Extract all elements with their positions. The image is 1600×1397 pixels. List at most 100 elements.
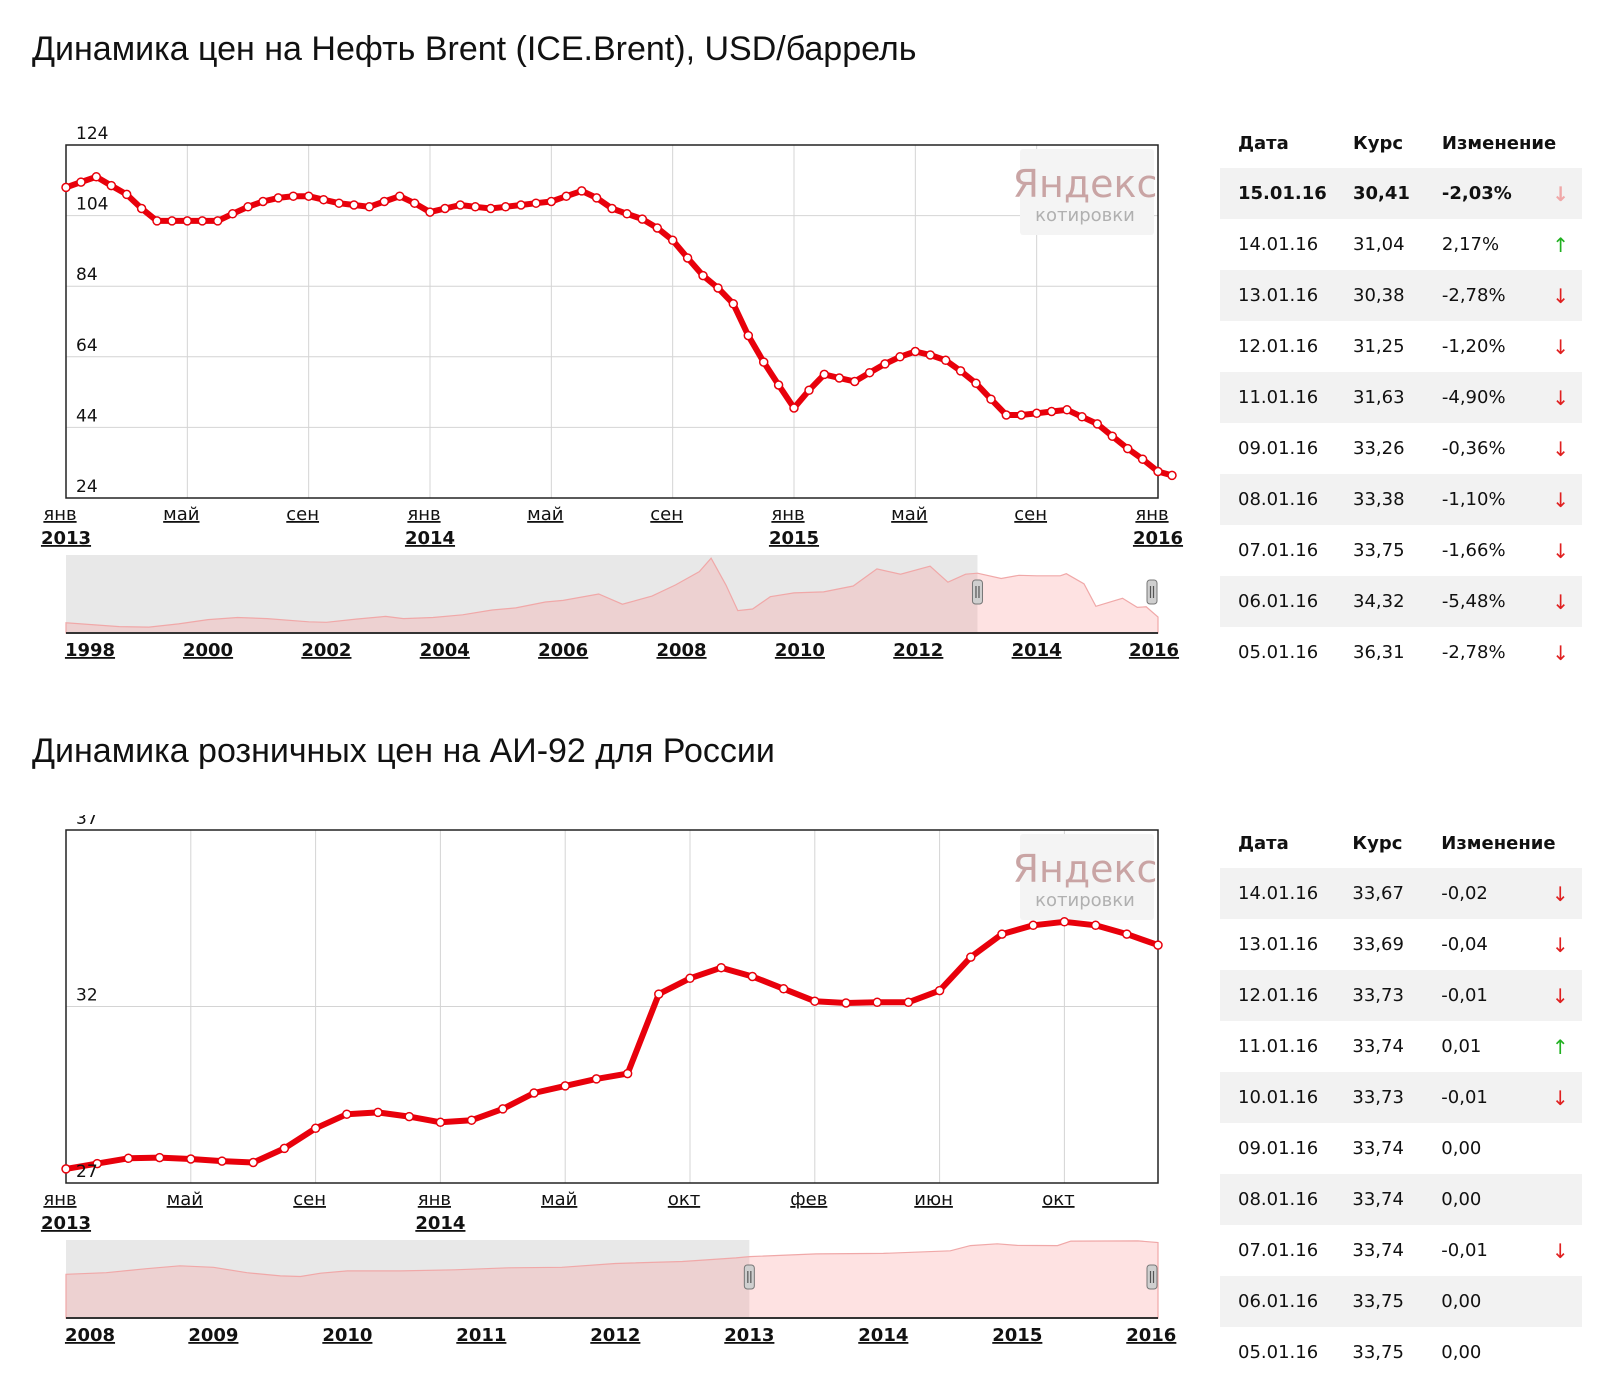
data-point[interactable] [258, 196, 268, 207]
data-point[interactable] [1090, 920, 1101, 931]
data-point[interactable] [106, 180, 117, 191]
data-point[interactable] [713, 283, 723, 293]
data-point[interactable] [652, 223, 663, 233]
data-point[interactable] [76, 177, 86, 187]
navigator-year-label[interactable]: 2010 [322, 1325, 372, 1346]
data-point[interactable] [1016, 410, 1027, 420]
data-point[interactable] [279, 1143, 290, 1154]
data-point[interactable] [1077, 412, 1087, 422]
data-point[interactable] [682, 253, 693, 263]
data-point[interactable] [91, 172, 102, 182]
data-point[interactable] [379, 196, 390, 207]
data-point[interactable] [121, 189, 132, 200]
data-point[interactable] [123, 1153, 134, 1164]
navigator-year-label[interactable]: 2012 [893, 640, 943, 661]
navigator-year-label[interactable]: 2011 [456, 1325, 506, 1346]
data-point[interactable] [455, 200, 466, 210]
data-point[interactable] [1153, 940, 1163, 950]
data-point[interactable] [1092, 419, 1103, 429]
data-point[interactable] [516, 200, 526, 210]
data-point[interactable] [654, 989, 664, 999]
data-point[interactable] [136, 203, 147, 214]
navigator-year-label[interactable]: 2008 [656, 640, 706, 661]
data-point[interactable] [1062, 405, 1072, 415]
data-point[interactable] [529, 1088, 539, 1098]
data-point[interactable] [404, 1111, 414, 1122]
data-point[interactable] [895, 352, 905, 362]
data-point[interactable] [1137, 454, 1148, 464]
navigator-year-label[interactable]: 1998 [65, 640, 115, 661]
data-point[interactable] [910, 346, 921, 357]
data-point[interactable] [834, 373, 845, 383]
data-point[interactable] [498, 1104, 508, 1114]
navigator-handle[interactable] [971, 579, 983, 605]
data-point[interactable] [318, 194, 329, 205]
data-point[interactable] [1001, 410, 1012, 420]
data-point[interactable] [470, 202, 481, 212]
data-point[interactable] [778, 984, 789, 994]
data-point[interactable] [880, 359, 890, 369]
data-point[interactable] [747, 971, 758, 982]
data-point[interactable] [303, 191, 314, 201]
data-point[interactable] [167, 216, 177, 226]
data-point[interactable] [61, 182, 71, 193]
data-point[interactable] [61, 1164, 71, 1174]
data-point[interactable] [1031, 408, 1042, 419]
data-point[interactable] [334, 198, 344, 208]
data-point[interactable] [561, 191, 572, 201]
navigator-year-label[interactable]: 2006 [538, 640, 588, 661]
data-point[interactable] [864, 367, 875, 378]
data-point[interactable] [667, 235, 678, 246]
data-point[interactable] [607, 203, 617, 214]
data-point[interactable] [841, 998, 851, 1008]
data-point[interactable] [273, 193, 284, 203]
data-point[interactable] [1167, 470, 1177, 481]
data-point[interactable] [955, 366, 966, 376]
navigator-handle[interactable] [743, 1264, 755, 1290]
data-point[interactable] [698, 270, 708, 281]
data-point[interactable] [903, 997, 914, 1008]
data-point[interactable] [152, 216, 162, 226]
data-point[interactable] [849, 376, 860, 387]
data-point[interactable] [248, 1157, 258, 1168]
data-point[interactable] [622, 209, 632, 219]
data-point[interactable] [243, 202, 253, 212]
data-point[interactable] [1122, 443, 1133, 454]
data-point[interactable] [810, 996, 820, 1006]
data-point[interactable] [872, 997, 882, 1008]
data-point[interactable] [364, 202, 375, 212]
data-point[interactable] [227, 209, 238, 219]
data-point[interactable] [546, 196, 557, 207]
navigator-year-label[interactable]: 2014 [1012, 640, 1062, 661]
data-point[interactable] [342, 1109, 352, 1119]
navigator-year-label[interactable]: 2002 [301, 640, 351, 661]
data-point[interactable] [925, 350, 936, 360]
data-point[interactable] [212, 216, 223, 226]
data-point[interactable] [186, 1154, 196, 1164]
navigator-year-label[interactable]: 2016 [1126, 1325, 1176, 1346]
data-point[interactable] [1046, 406, 1057, 417]
data-point[interactable] [288, 191, 299, 201]
navigator-handle[interactable] [1146, 579, 1158, 605]
data-point[interactable] [1107, 431, 1118, 441]
data-point[interactable] [819, 369, 830, 380]
data-point[interactable] [940, 355, 951, 366]
data-point[interactable] [576, 186, 587, 196]
data-point[interactable] [1122, 929, 1132, 939]
data-point[interactable] [349, 200, 359, 210]
data-point[interactable] [622, 1068, 633, 1079]
data-point[interactable] [435, 1117, 446, 1128]
navigator-year-label[interactable]: 2014 [858, 1325, 908, 1346]
data-point[interactable] [966, 952, 976, 962]
navigator-year-label[interactable]: 2012 [590, 1325, 640, 1346]
navigator-year-label[interactable]: 2010 [775, 640, 825, 661]
data-point[interactable] [1153, 466, 1163, 477]
data-point[interactable] [440, 203, 450, 214]
data-point[interactable] [425, 207, 435, 217]
data-point[interactable] [591, 193, 602, 203]
data-point[interactable] [92, 1158, 102, 1169]
data-point[interactable] [197, 216, 208, 226]
data-point[interactable] [466, 1115, 477, 1125]
range-navigator[interactable]: 2008 2009 2010 2011 2012 2013 2014 2015 2016 [65, 1240, 1176, 1346]
data-point[interactable] [409, 198, 420, 208]
